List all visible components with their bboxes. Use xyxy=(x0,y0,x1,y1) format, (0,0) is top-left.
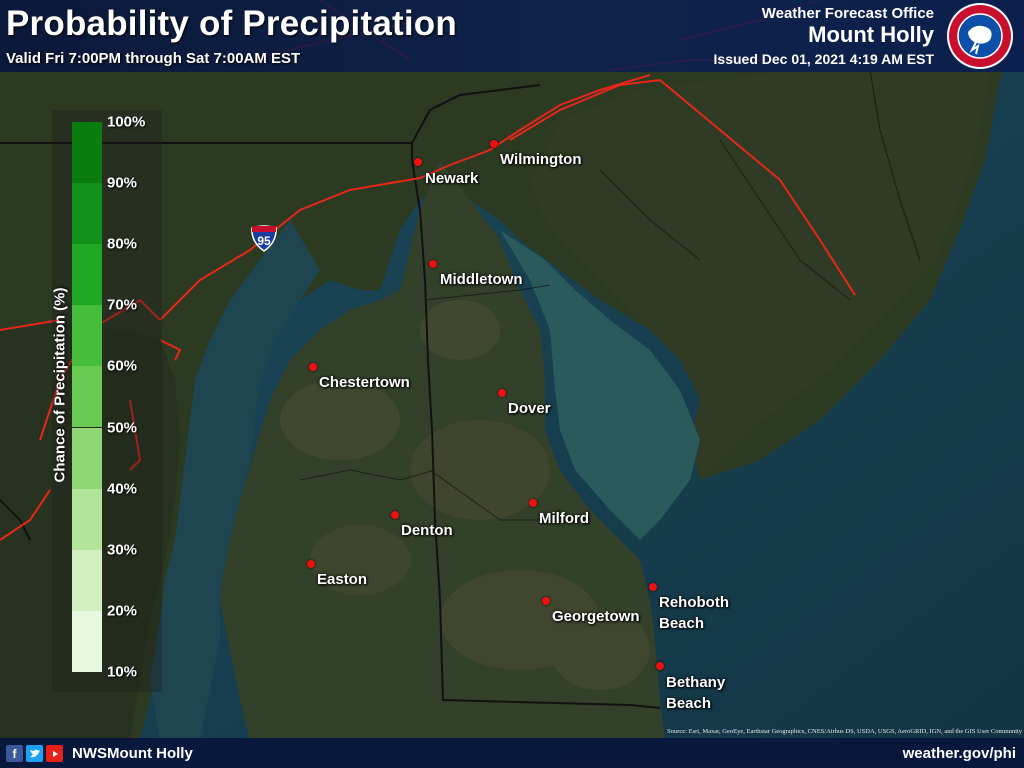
city-marker-rehoboth-beach[interactable] xyxy=(649,583,657,591)
twitter-icon[interactable] xyxy=(26,745,43,762)
city-marker-newark[interactable] xyxy=(414,158,422,166)
legend-tick-label: 60% xyxy=(107,357,138,375)
city-marker-dover[interactable] xyxy=(498,389,506,397)
city-label-bethany-beach: Bethany Beach xyxy=(666,674,726,712)
legend-color-box xyxy=(72,610,102,672)
city-label-dover: Dover xyxy=(508,400,551,417)
issued-time: Issued Dec 01, 2021 4:19 AM EST xyxy=(713,51,934,67)
city-marker-denton[interactable] xyxy=(391,511,399,519)
page-title: Probability of Precipitation xyxy=(6,4,457,43)
city-label-denton: Denton xyxy=(401,522,453,539)
chesapeake-bay xyxy=(150,220,320,740)
youtube-icon[interactable] xyxy=(46,745,63,762)
nws-logo-icon[interactable] xyxy=(946,2,1014,70)
city-marker-wilmington[interactable] xyxy=(490,140,498,148)
city-marker-milford[interactable] xyxy=(529,499,537,507)
city-marker-easton[interactable] xyxy=(307,560,315,568)
legend-color-box xyxy=(72,244,102,306)
legend-tick-label: 30% xyxy=(107,541,138,559)
social-handle[interactable]: NWSMount Holly xyxy=(72,745,193,762)
facebook-icon[interactable]: f xyxy=(6,745,23,762)
city-marker-georgetown[interactable] xyxy=(542,597,550,605)
header-bar xyxy=(0,0,1024,72)
city-label-newark: Newark xyxy=(425,170,479,187)
city-label-easton: Easton xyxy=(317,571,368,588)
legend-color-box xyxy=(72,305,102,367)
website-link[interactable]: weather.gov/phi xyxy=(902,745,1016,762)
legend-tick-label: 40% xyxy=(107,480,138,498)
legend-panel xyxy=(52,110,162,692)
office-name: Mount Holly xyxy=(808,22,934,47)
legend-tick-label: 10% xyxy=(107,663,138,681)
legend-tick-label: 100% xyxy=(107,113,146,131)
footer-bar xyxy=(0,738,1024,768)
legend-color-box xyxy=(72,549,102,611)
legend-tick-label: 50% xyxy=(107,419,138,436)
legend-color-box xyxy=(72,427,102,489)
interstate-shield-icon: 95 xyxy=(251,225,277,252)
legend-tick-label: 90% xyxy=(107,174,138,192)
city-label-rehoboth-beach: Rehoboth Beach xyxy=(659,594,729,632)
legend-color-box xyxy=(72,122,102,183)
city-label-milford: Milford xyxy=(539,510,589,527)
city-marker-bethany-beach[interactable] xyxy=(656,662,664,670)
legend-color-box xyxy=(72,183,102,245)
interstate-shield-number: 95 xyxy=(257,234,271,248)
city-label-middletown: Middletown xyxy=(440,271,523,288)
legend-color-box xyxy=(72,366,102,428)
legend-color-box xyxy=(72,488,102,550)
map-source-credit: Source: Esri, Maxar, GeoEye, Earthstar G… xyxy=(667,728,1022,735)
office-label: Weather Forecast Office xyxy=(761,5,934,22)
legend-tick-label: 20% xyxy=(107,602,138,620)
city-label-wilmington: Wilmington xyxy=(500,151,582,168)
legend-tick-label: 70% xyxy=(107,296,138,314)
legend-title: Chance of Precipitation (%) xyxy=(51,287,69,483)
city-label-georgetown: Georgetown xyxy=(552,608,640,625)
land-nj xyxy=(530,60,990,480)
city-label-chestertown: Chestertown xyxy=(319,374,410,391)
city-marker-chestertown[interactable] xyxy=(309,363,317,371)
legend-tick-label: 80% xyxy=(107,235,138,253)
city-marker-middletown[interactable] xyxy=(429,260,437,268)
social-links: f xyxy=(6,745,63,762)
land-delmarva xyxy=(220,160,665,740)
valid-period: Valid Fri 7:00PM through Sat 7:00AM EST xyxy=(6,50,301,67)
delaware-bay xyxy=(500,230,700,540)
